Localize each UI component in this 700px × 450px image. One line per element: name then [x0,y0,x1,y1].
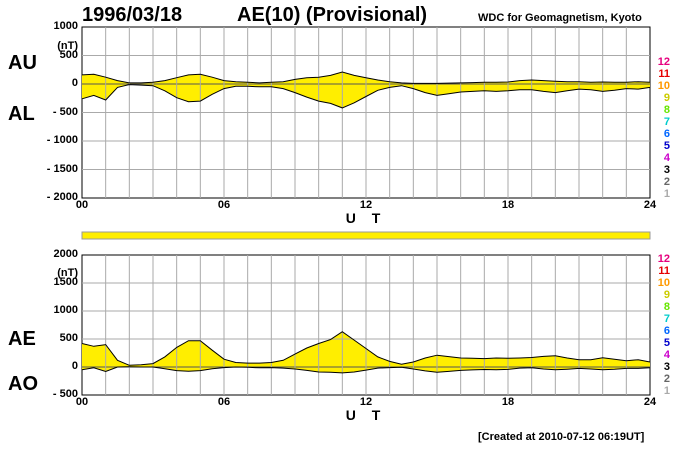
station-count-label: 1 [663,188,670,200]
unit-label: (nT) [57,267,78,279]
y-tick-label: 500 [59,332,78,344]
station-count-label: 7 [663,313,670,325]
station-count-label: 5 [663,140,670,152]
index-label-ae: AE [8,328,36,350]
station-count-label: 1 [663,385,670,397]
y-tick-label: 1000 [53,20,78,32]
created-timestamp: [Created at 2010-07-12 06:19UT] [478,431,645,443]
station-count-label: 3 [663,164,670,176]
y-tick-label: 1000 [53,304,78,316]
x-axis-label: U T [345,210,387,226]
y-tick-label: 0 [71,360,78,372]
unit-label: (nT) [57,39,78,52]
index-label-al: AL [8,103,35,125]
station-count-label: 7 [663,116,670,128]
organization-label: WDC for Geomagnetism, Kyoto [478,12,642,24]
station-count-label: 2 [663,373,670,385]
x-tick-label: 18 [501,396,515,408]
data-coverage-bar [81,231,651,240]
y-tick-label: 0 [71,77,78,89]
station-count-label: 12 [657,56,670,68]
x-tick-label: 24 [643,396,657,408]
station-count-label: 12 [657,253,670,265]
series-line-au [81,71,651,84]
x-tick-label: 18 [501,199,515,211]
x-tick-label: 24 [643,199,657,211]
y-tick-label: - 1000 [46,134,78,146]
series-line-al [81,84,651,109]
y-tick-label: - 2000 [46,191,78,203]
station-count-label: 8 [663,104,670,116]
x-tick-label: 12 [359,396,373,408]
station-count-label: 4 [663,349,670,361]
station-count-label: 4 [663,152,670,164]
station-count-label: 11 [658,265,670,277]
x-tick-label: 00 [75,396,89,408]
index-label-au: AU [8,52,37,74]
station-count-label: 10 [657,80,670,92]
series-line-ao [81,366,651,374]
index-label-ao: AO [8,373,38,395]
x-tick-label: 06 [217,199,231,211]
y-tick-label: - 500 [52,388,78,400]
station-count-label: 6 [663,128,670,140]
x-tick-label: 06 [217,396,231,408]
y-tick-label: - 500 [52,105,78,118]
station-count-label: 11 [658,68,670,80]
station-count-label: 9 [663,92,670,104]
station-count-label: 8 [663,301,670,313]
station-count-label: 9 [663,289,670,301]
y-tick-label: 500 [59,48,78,61]
station-count-label: 10 [657,277,670,289]
station-count-label: 3 [663,361,670,373]
y-tick-label: - 1500 [46,162,78,175]
y-tick-label: 1500 [53,276,78,288]
station-count-label: 6 [663,325,670,337]
date-label: 1996/03/18 [82,4,183,26]
x-axis-label: U T [345,407,387,423]
station-count-label: 2 [663,176,670,188]
x-tick-label: 00 [75,199,89,211]
station-count-label: 5 [663,337,670,349]
chart-title: AE(10) (Provisional) [237,4,428,26]
y-tick-label: 2000 [53,248,78,260]
series-line-ae [81,331,651,366]
x-tick-label: 12 [359,199,373,211]
